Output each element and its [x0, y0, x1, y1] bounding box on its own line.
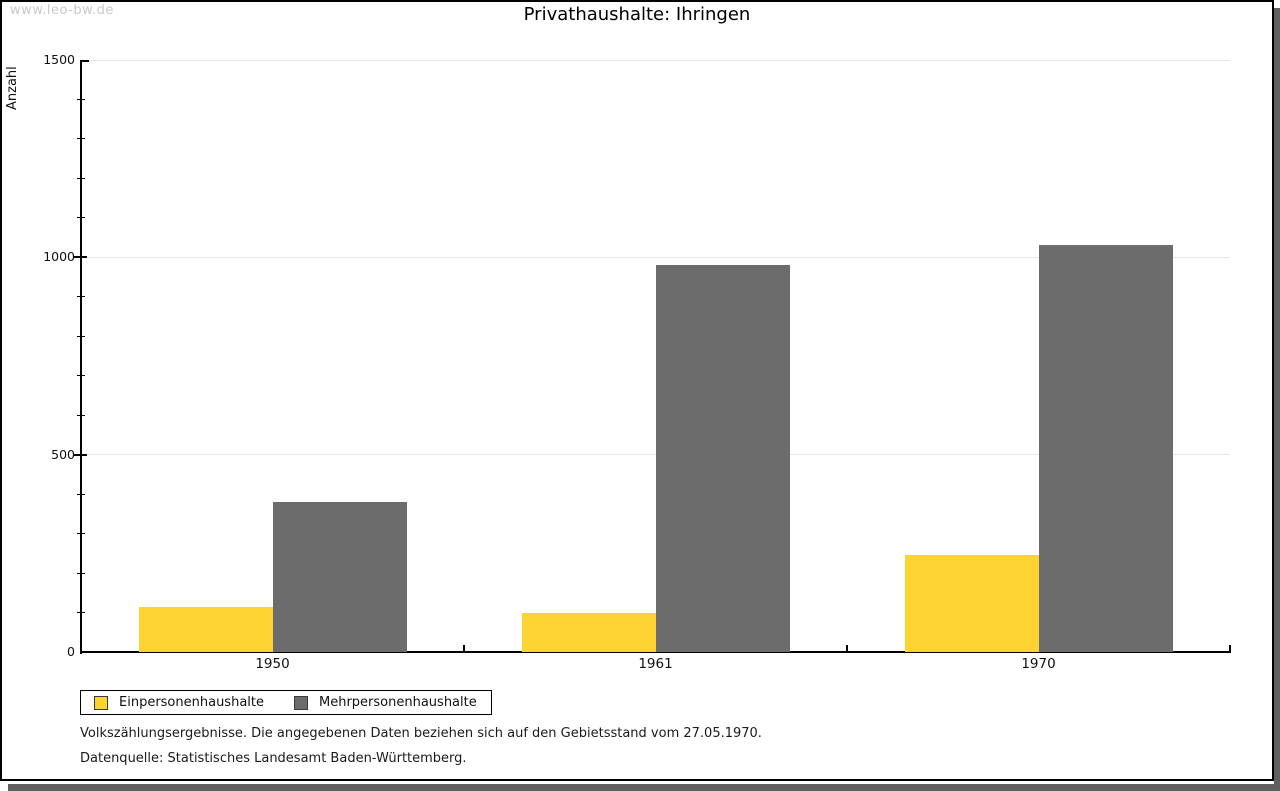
legend-item-mehrpersonenhaushalte: Mehrpersonenhaushalte: [294, 695, 477, 710]
bar-einpersonenhaushalte-1970: [904, 555, 1039, 652]
bar-einpersonenhaushalte-1950: [138, 606, 273, 652]
y-tick-label-1500: 1500: [43, 52, 75, 67]
legend-swatch-icon: [94, 695, 108, 710]
x-category-label-1950: 1950: [255, 656, 290, 672]
legend-label: Mehrpersonenhaushalte: [319, 695, 477, 710]
legend-label: Einpersonenhaushalte: [119, 695, 264, 710]
frame-border-top: [0, 0, 1274, 2]
bar-mehrpersonenhaushalte-1970: [1038, 245, 1173, 652]
bar-einpersonenhaushalte-1961: [521, 612, 656, 652]
y-tick-label-1000: 1000: [43, 249, 75, 265]
legend-swatch-icon: [294, 695, 308, 710]
x-boundary-tick: [846, 645, 848, 652]
frame-border-right: [1272, 0, 1274, 781]
x-boundary-tick: [1229, 645, 1231, 652]
drop-shadow-right: [1274, 8, 1280, 791]
bar-mehrpersonenhaushalte-1961: [655, 265, 790, 652]
x-category-label-1961: 1961: [638, 656, 673, 672]
frame-border-bottom: [0, 779, 1274, 781]
y-tick-label-0: 0: [67, 644, 75, 659]
x-axis-line: [80, 651, 1231, 653]
legend-item-einpersonenhaushalte: Einpersonenhaushalte: [94, 695, 264, 710]
x-boundary-tick: [463, 645, 465, 652]
y-axis-end-tick: [82, 60, 89, 62]
bar-mehrpersonenhaushalte-1950: [272, 502, 407, 652]
chart-title: Privathaushalte: Ihringen: [523, 4, 751, 25]
gridline-1500: [81, 59, 1230, 61]
frame-border-left: [0, 0, 2, 781]
gridline-1000: [81, 256, 1230, 258]
legend: Einpersonenhaushalte Mehrpersonenhaushalt…: [80, 690, 492, 715]
footnote-data-source: Datenquelle: Statistisches Landesamt Bad…: [80, 751, 467, 766]
x-category-label-1970: 1970: [1021, 656, 1056, 672]
watermark: www.leo-bw.de: [10, 3, 114, 18]
drop-shadow-bottom: [8, 784, 1280, 791]
y-tick-label-500: 500: [51, 446, 75, 462]
y-axis-line: [80, 60, 82, 654]
footnote-census-note: Volkszählungsergebnisse. Die angegebenen…: [80, 726, 762, 741]
